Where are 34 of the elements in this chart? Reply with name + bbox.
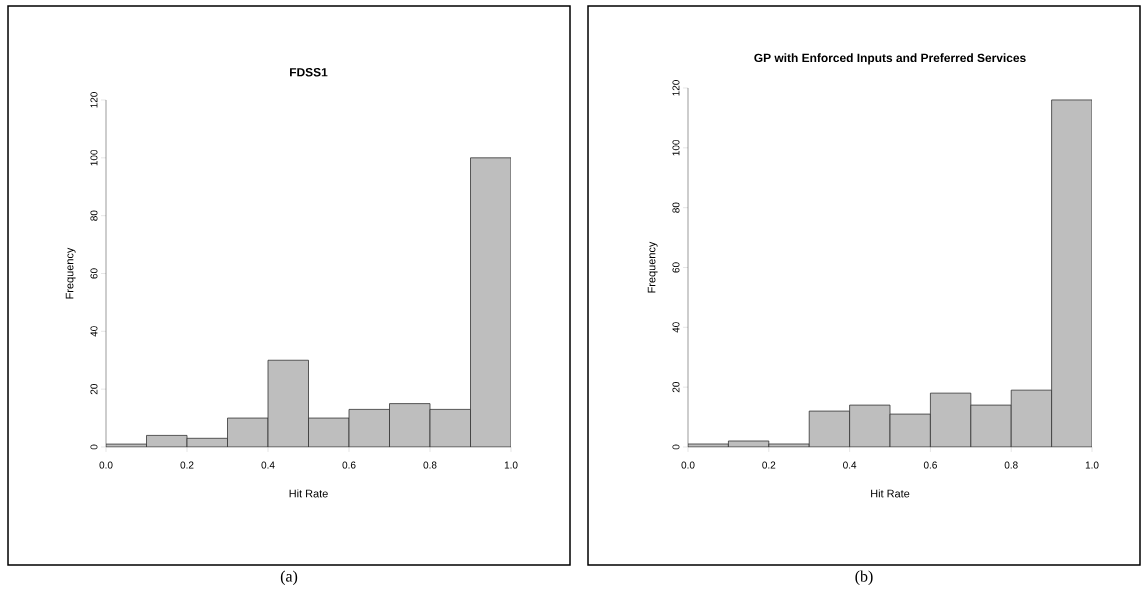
x-axis-title: Hit Rate xyxy=(289,489,328,498)
chart-title: GP with Enforced Inputs and Preferred Services xyxy=(754,53,1026,65)
y-tick-label: 100 xyxy=(90,149,98,166)
x-tick-label: 0.6 xyxy=(342,461,356,469)
y-axis-title: Frequency xyxy=(65,247,76,299)
y-tick-label: 0 xyxy=(672,444,680,450)
y-tick-label: 80 xyxy=(90,210,98,221)
y-tick-label: 0 xyxy=(90,444,98,450)
y-tick-label: 120 xyxy=(90,92,98,108)
x-tick-label: 0.6 xyxy=(923,461,937,469)
x-tick-label: 0.0 xyxy=(99,461,113,469)
x-tick-label: 0.2 xyxy=(762,461,776,469)
x-tick-label: 0.8 xyxy=(423,461,437,469)
x-tick-label: 0.0 xyxy=(681,461,695,469)
y-tick-label: 80 xyxy=(672,202,680,213)
y-tick-label: 60 xyxy=(672,262,680,273)
x-tick-label: 0.4 xyxy=(261,461,275,469)
text: (b) xyxy=(855,570,873,585)
y-tick-label: 20 xyxy=(672,382,680,393)
x-tick-label: 0.4 xyxy=(843,461,857,469)
x-axis-title: Hit Rate xyxy=(871,489,910,498)
y-tick-label: 40 xyxy=(672,322,680,333)
y-tick-label: 120 xyxy=(672,80,680,96)
y-tick-label: 20 xyxy=(90,384,98,395)
y-tick-label: 100 xyxy=(672,139,680,156)
x-tick-label: 0.8 xyxy=(1004,461,1018,469)
x-tick-label: 1.0 xyxy=(504,461,518,469)
y-tick-label: 60 xyxy=(90,268,98,279)
chart-title: FDSS1 xyxy=(290,68,328,77)
x-tick-label: 0.2 xyxy=(180,461,194,469)
x-tick-label: 1.0 xyxy=(1085,461,1099,469)
y-axis-title: Frequency xyxy=(647,241,658,293)
text: (a) xyxy=(280,570,298,585)
y-tick-label: 40 xyxy=(90,326,98,337)
